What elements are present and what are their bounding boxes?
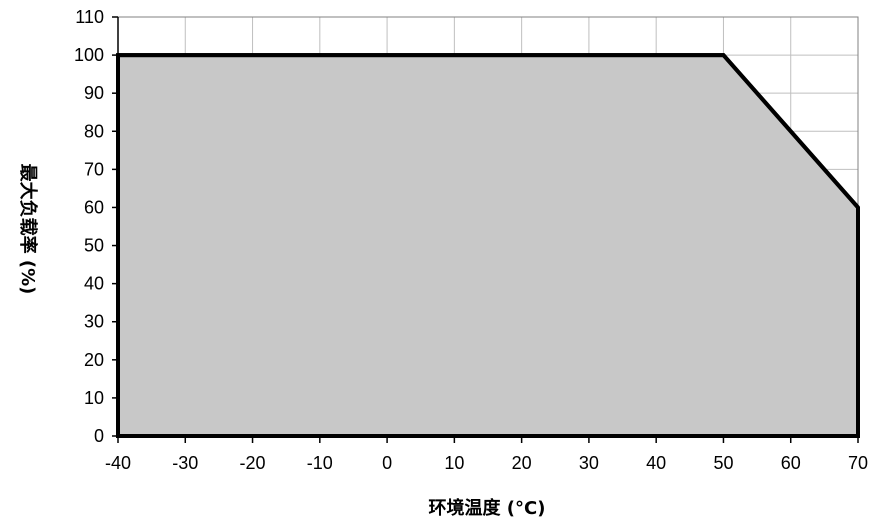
- load-curve-line: [118, 53, 860, 209]
- x-tick-labels: -40 -30 -20 -10 0 10 20 30 40 50 60 70: [105, 453, 868, 473]
- x-tick-label: -30: [172, 453, 198, 473]
- y-tick-labels: 0 10 20 30 40 50 60 70 80 90 100 110: [74, 7, 104, 446]
- y-tick-label: 80: [84, 121, 104, 141]
- x-tick-label: 20: [512, 453, 532, 473]
- x-tick-label: 70: [848, 453, 868, 473]
- x-tick-label: -40: [105, 453, 131, 473]
- x-tick-label: 10: [444, 453, 464, 473]
- y-tick-label: 10: [84, 388, 104, 408]
- axes: [112, 16, 859, 443]
- y-axis-title: 最大负载率 (%): [17, 164, 39, 295]
- x-tick-label: 50: [713, 453, 733, 473]
- x-tick-label: 60: [781, 453, 801, 473]
- y-tick-label: 100: [74, 45, 104, 65]
- y-tick-label: 0: [94, 426, 104, 446]
- y-tick-label: 40: [84, 274, 104, 294]
- load-area-fill: [116, 53, 860, 438]
- x-tick-label: -10: [307, 453, 333, 473]
- x-tick-label: 30: [579, 453, 599, 473]
- y-tick-label: 90: [84, 83, 104, 103]
- y-tick-label: 50: [84, 236, 104, 256]
- x-tick-label: 0: [382, 453, 392, 473]
- y-tick-label: 70: [84, 159, 104, 179]
- y-tick-label: 20: [84, 350, 104, 370]
- y-tick-label: 110: [75, 7, 104, 27]
- x-tick-label: 40: [646, 453, 666, 473]
- x-axis-title: 环境温度 (°C): [429, 497, 546, 519]
- y-tick-label: 60: [84, 197, 104, 217]
- y-axis-title-group: 最大负载率 (%): [17, 164, 39, 295]
- y-tick-label: 30: [84, 312, 104, 332]
- x-tick-label: -20: [240, 453, 266, 473]
